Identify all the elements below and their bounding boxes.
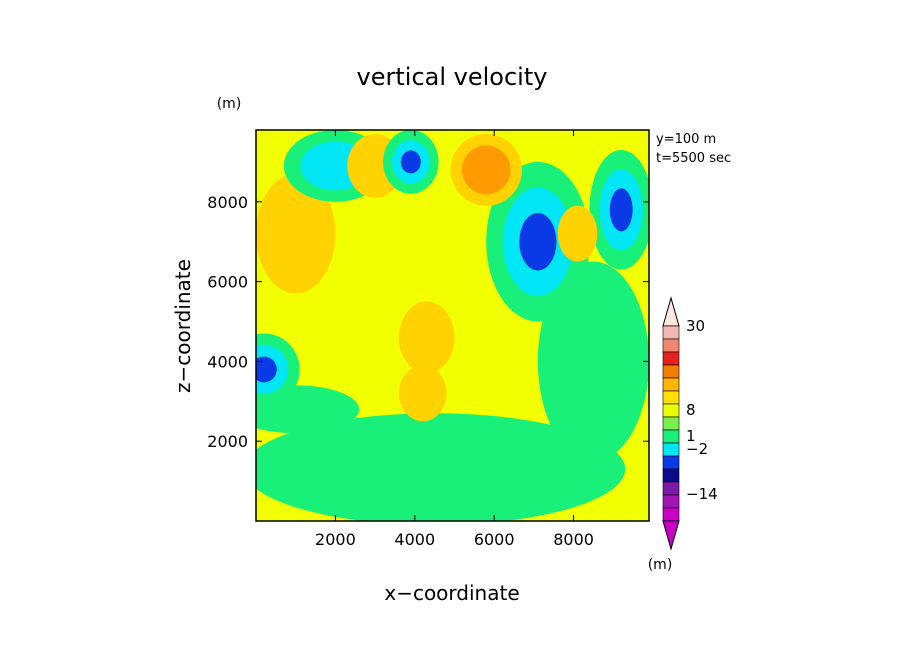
colorbar-segment <box>662 325 680 340</box>
contour-down-8-level-3 <box>256 356 277 383</box>
y-axis-unit: (m) <box>217 96 242 112</box>
y-tick-label: 6000 <box>207 273 248 292</box>
colorbar-segment <box>662 377 680 392</box>
contour-down-11-level-3 <box>400 150 421 174</box>
y-axis: 2000 4000 6000 8000 <box>207 193 649 451</box>
colorbar-label: −2 <box>686 440 708 458</box>
colorbar-segment <box>662 481 680 496</box>
contour-up-3-level-1 <box>256 173 336 294</box>
colorbar-segment <box>662 416 680 431</box>
x-tick-label: 8000 <box>553 530 594 549</box>
contour-down-2-level-3 <box>519 212 557 271</box>
y-tick-label: 4000 <box>207 352 248 371</box>
annotation-y: y=100 m <box>656 132 716 147</box>
colorbar-segment <box>662 390 680 405</box>
colorbar-label: 30 <box>686 317 705 335</box>
colorbar-unit: (m) <box>648 557 673 573</box>
contour-down-6-level-1 <box>256 385 360 434</box>
colorbar-bottom-arrow <box>662 520 680 551</box>
colorbar-segment <box>662 507 680 522</box>
contour-up-9-level-1 <box>398 301 455 374</box>
x-axis: 2000 4000 6000 8000 <box>315 130 594 549</box>
y-axis-label: z−coordinate <box>171 259 195 393</box>
contour-down-0-level-1 <box>256 413 626 521</box>
colorbar-segment <box>662 455 680 470</box>
contour-up-7-level-2 <box>461 145 511 195</box>
colorbar-segment <box>662 494 680 509</box>
colorbar-segment <box>662 338 680 353</box>
contour-down-4-level-3 <box>609 188 633 232</box>
colorbar-label: 1 <box>686 427 696 445</box>
colorbar-segment <box>662 429 680 444</box>
annotation-t: t=5500 sec <box>656 151 731 166</box>
x-tick-label: 2000 <box>315 530 356 549</box>
contour-down-1-level-1 <box>537 261 649 462</box>
x-tick-label: 6000 <box>474 530 515 549</box>
contour-plot-area <box>256 130 649 521</box>
y-tick-label: 2000 <box>207 432 248 451</box>
x-tick-label: 4000 <box>394 530 435 549</box>
contour-up-12-level-1 <box>398 365 447 422</box>
colorbar-top-arrow <box>662 296 680 327</box>
x-axis-label: x−coordinate <box>384 581 519 605</box>
colorbar-segment <box>662 364 680 379</box>
colorbar-segment <box>662 403 680 418</box>
chart-title: vertical velocity <box>357 63 548 91</box>
colorbar-segment <box>662 442 680 457</box>
colorbar: 30 8 1−2 −14 <box>662 296 718 551</box>
colorbar-label: −14 <box>686 485 718 503</box>
colorbar-segment <box>662 351 680 366</box>
y-tick-label: 8000 <box>207 193 248 212</box>
colorbar-label: 8 <box>686 401 696 419</box>
contour-up-13-level-1 <box>557 205 598 262</box>
colorbar-segment <box>662 468 680 483</box>
plot-frame <box>255 129 650 522</box>
